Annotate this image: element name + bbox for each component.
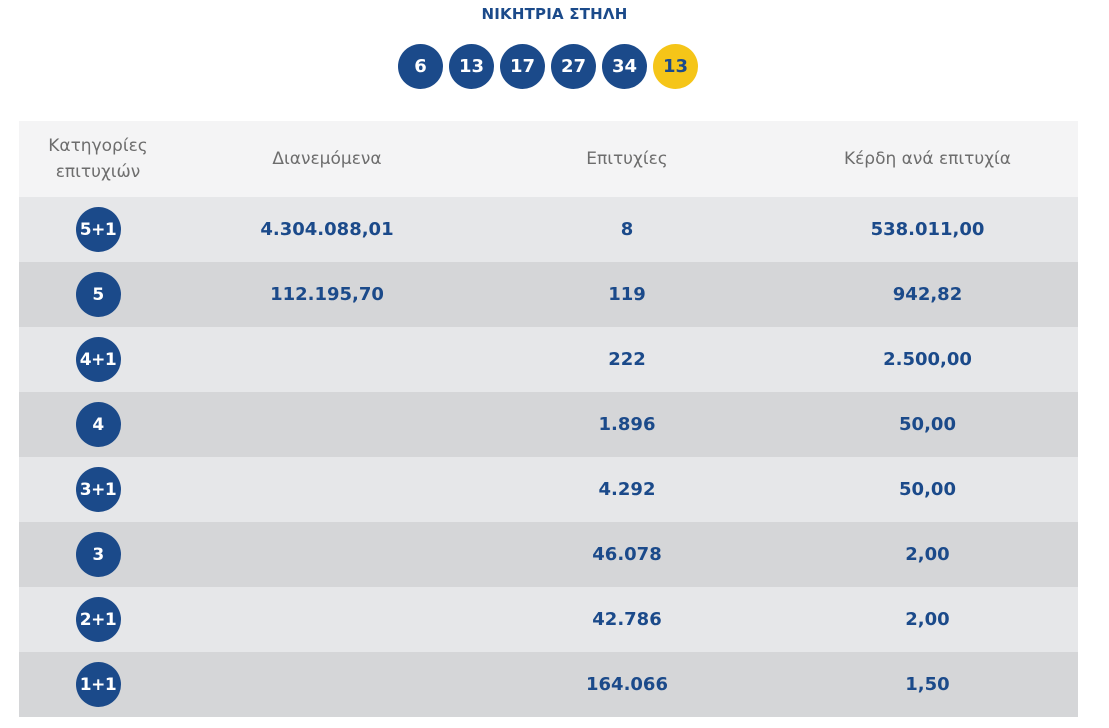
prize-cell: 50,00 bbox=[899, 414, 956, 435]
header-distributed: Διανεμόμενα bbox=[272, 149, 382, 169]
winners-cell: 1.896 bbox=[598, 414, 656, 435]
winning-column-title: ΝΙΚΗΤΡΙΑ ΣΤΗΛΗ bbox=[481, 5, 628, 23]
table-row: 4+1 222 2.500,00 bbox=[19, 327, 1078, 392]
table-header-row: Κατηγορίες επιτυχιών Διανεμόμενα Επιτυχί… bbox=[19, 121, 1078, 197]
prize-cell: 538.011,00 bbox=[870, 219, 985, 240]
prize-cell: 1,50 bbox=[905, 674, 950, 695]
prize-cell: 50,00 bbox=[899, 479, 956, 500]
prize-cell: 2,00 bbox=[905, 609, 950, 630]
winners-cell: 42.786 bbox=[592, 609, 662, 630]
category-badge: 1+1 bbox=[75, 662, 121, 707]
winners-cell: 119 bbox=[608, 284, 646, 305]
table-row: 5+1 4.304.088,01 8 538.011,00 bbox=[19, 197, 1078, 262]
category-badge: 3+1 bbox=[75, 467, 121, 512]
category-badge: 5+1 bbox=[75, 207, 121, 252]
prize-table: Κατηγορίες επιτυχιών Διανεμόμενα Επιτυχί… bbox=[19, 121, 1078, 717]
winning-number-ball: 27 bbox=[551, 44, 596, 89]
category-badge: 4 bbox=[75, 402, 121, 447]
winning-number-ball: 6 bbox=[398, 44, 443, 89]
winners-cell: 8 bbox=[620, 219, 634, 240]
header-winners: Επιτυχίες bbox=[586, 149, 668, 169]
table-row: 5 112.195,70 119 942,82 bbox=[19, 262, 1078, 327]
category-badge: 3 bbox=[75, 532, 121, 577]
winning-numbers: 6 13 17 27 34 13 bbox=[398, 44, 698, 89]
table-row: 2+1 42.786 2,00 bbox=[19, 587, 1078, 652]
winners-cell: 46.078 bbox=[592, 544, 662, 565]
table-row: 1+1 164.066 1,50 bbox=[19, 652, 1078, 717]
prize-cell: 2.500,00 bbox=[883, 349, 972, 370]
table-row: 4 1.896 50,00 bbox=[19, 392, 1078, 457]
winning-number-ball: 17 bbox=[500, 44, 545, 89]
table-row: 3 46.078 2,00 bbox=[19, 522, 1078, 587]
header-prize: Κέρδη ανά επιτυχία bbox=[843, 149, 1012, 169]
table-row: 3+1 4.292 50,00 bbox=[19, 457, 1078, 522]
prize-cell: 942,82 bbox=[892, 284, 963, 305]
winners-cell: 222 bbox=[608, 349, 646, 370]
distributed-cell: 4.304.088,01 bbox=[260, 219, 394, 240]
category-badge: 2+1 bbox=[75, 597, 121, 642]
winners-cell: 4.292 bbox=[598, 479, 656, 500]
prize-cell: 2,00 bbox=[905, 544, 950, 565]
winners-cell: 164.066 bbox=[586, 674, 668, 695]
category-badge: 5 bbox=[75, 272, 121, 317]
bonus-number-ball: 13 bbox=[653, 44, 698, 89]
distributed-cell: 112.195,70 bbox=[270, 284, 384, 305]
header-category: Κατηγορίες επιτυχιών bbox=[48, 136, 148, 182]
winning-number-ball: 13 bbox=[449, 44, 494, 89]
category-badge: 4+1 bbox=[75, 337, 121, 382]
winning-number-ball: 34 bbox=[602, 44, 647, 89]
